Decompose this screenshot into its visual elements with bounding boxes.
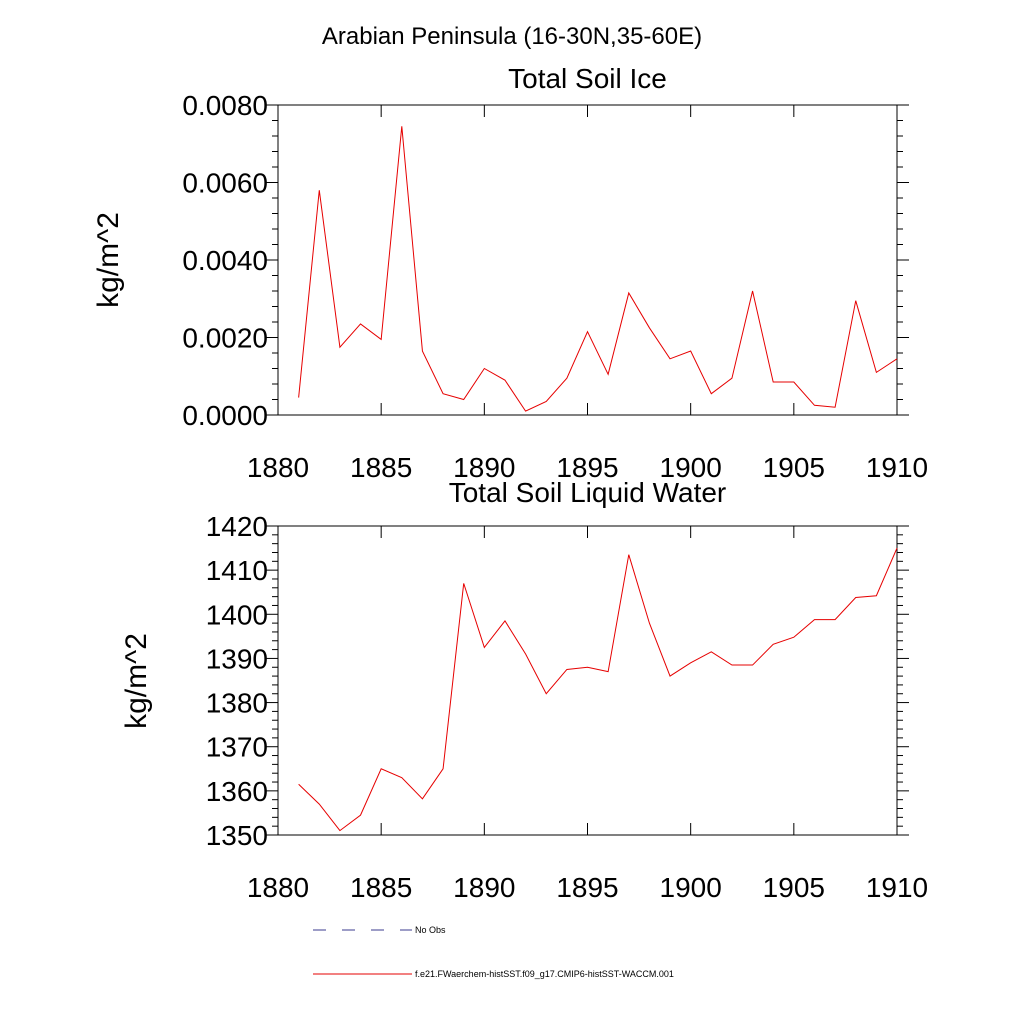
y-tick-label: 0.0080: [182, 90, 268, 121]
y-axis-label: kg/m^2: [92, 212, 125, 308]
x-tick-label: 1895: [556, 872, 618, 903]
x-tick-label: 1900: [660, 452, 722, 483]
y-tick-label: 1370: [206, 732, 268, 763]
x-tick-label: 1905: [763, 872, 825, 903]
y-tick-label: 1350: [206, 820, 268, 851]
panel-title: Total Soil Ice: [508, 63, 667, 94]
x-tick-label: 1900: [660, 872, 722, 903]
x-tick-label: 1895: [556, 452, 618, 483]
y-tick-label: 1380: [206, 688, 268, 719]
legend-no-obs-label: No Obs: [415, 925, 446, 935]
series-line: [298, 547, 898, 832]
panel-title: Total Soil Liquid Water: [449, 477, 727, 508]
y-tick-label: 0.0000: [182, 400, 268, 431]
y-tick-label: 1400: [206, 599, 268, 630]
legend-model-label: f.e21.FWaerchem-histSST.f09_g17.CMIP6-hi…: [415, 969, 674, 979]
y-tick-label: 0.0060: [182, 168, 268, 199]
panel-total-soil-ice: Total Soil Ice kg/m^2 1880 1885 1890 1895 1900…: [92, 63, 928, 483]
y-tick-label: 1410: [206, 555, 268, 586]
x-tick-label: 1885: [350, 872, 412, 903]
y-tick-label: 0.0040: [182, 245, 268, 276]
x-tick-label: 1880: [247, 452, 309, 483]
x-tick-label: 1905: [763, 452, 825, 483]
x-tick-label: 1910: [866, 872, 928, 903]
x-tick-label: 1910: [866, 452, 928, 483]
panel-total-soil-liquid-water: Total Soil Liquid Water kg/m^2 1880 1885 189…: [120, 477, 928, 903]
legend: No Obs f.e21.FWaerchem-histSST.f09_g17.C…: [313, 925, 674, 979]
series-line: [298, 126, 898, 412]
y-axis-label: kg/m^2: [120, 633, 153, 729]
y-tick-label: 1360: [206, 776, 268, 807]
x-tick-label: 1885: [350, 452, 412, 483]
y-tick-label: 0.0020: [182, 323, 268, 354]
y-tick-label: 1420: [206, 511, 268, 542]
x-tick-label: 1890: [453, 872, 515, 903]
y-tick-label: 1390: [206, 643, 268, 674]
x-tick-label: 1880: [247, 872, 309, 903]
x-tick-label: 1890: [453, 452, 515, 483]
figure-suptitle: Arabian Peninsula (16-30N,35-60E): [322, 23, 702, 50]
